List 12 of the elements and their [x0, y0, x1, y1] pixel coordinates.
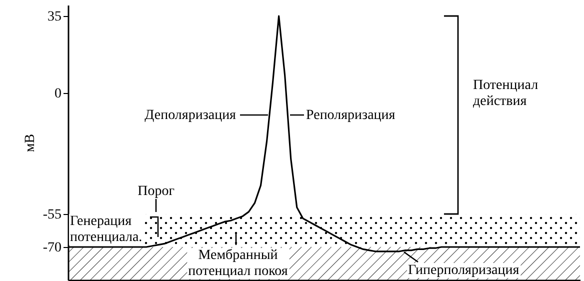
annotation: Деполяризация — [144, 108, 237, 123]
annotation: Порог — [138, 184, 175, 199]
y-tick-label: 35 — [48, 10, 62, 24]
annotation: Мембранный потенциал покоя — [188, 248, 288, 279]
y-axis-title: мВ — [22, 134, 38, 152]
y-tick-label: 0 — [54, 86, 62, 102]
annotation: Потенциал действия — [473, 78, 538, 109]
annotation: Реполяризация — [306, 108, 396, 123]
y-tick-label: -70 — [42, 240, 62, 256]
annotation: Генерация потенциала. — [70, 214, 142, 245]
y-tick-label: -55 — [42, 208, 62, 222]
annotation: Гиперполяризация — [408, 263, 520, 278]
